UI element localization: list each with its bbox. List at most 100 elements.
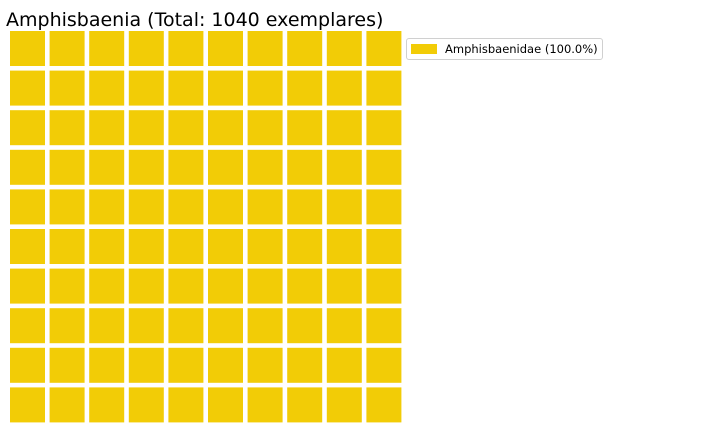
waffle-cell: [89, 308, 125, 344]
waffle-cell: [287, 387, 323, 423]
waffle-cell: [168, 149, 204, 185]
legend-swatch: [411, 44, 437, 54]
waffle-cell: [208, 189, 243, 225]
waffle-cell: [10, 110, 45, 146]
waffle-cell: [247, 70, 283, 106]
waffle-cell: [49, 149, 85, 185]
waffle-cell: [287, 308, 323, 344]
waffle-cell: [208, 347, 243, 383]
waffle-cell: [168, 229, 204, 264]
waffle-cell: [287, 347, 323, 383]
waffle-cell: [10, 347, 45, 383]
waffle-cell: [287, 149, 323, 185]
waffle-cell: [168, 110, 204, 146]
waffle-cell: [89, 31, 125, 66]
waffle-cell: [366, 347, 402, 383]
waffle-cell: [326, 149, 362, 185]
waffle-cell: [89, 347, 125, 383]
waffle-cell: [168, 308, 204, 344]
waffle-cell: [168, 70, 204, 106]
waffle-cell: [168, 387, 204, 423]
waffle-cell: [247, 268, 283, 304]
waffle-cell: [49, 110, 85, 146]
waffle-cell: [247, 387, 283, 423]
waffle-cell: [287, 189, 323, 225]
waffle-cell: [49, 189, 85, 225]
waffle-cell: [10, 387, 45, 423]
waffle-cell: [247, 31, 283, 66]
waffle-cell: [208, 31, 243, 66]
waffle-cell: [208, 308, 243, 344]
waffle-cell: [128, 31, 164, 66]
waffle-cell: [128, 70, 164, 106]
waffle-cell: [10, 189, 45, 225]
waffle-cell: [89, 189, 125, 225]
waffle-cell: [326, 229, 362, 264]
legend: Amphisbaenidae (100.0%): [406, 38, 603, 60]
waffle-cell: [208, 387, 243, 423]
waffle-cell: [366, 70, 402, 106]
waffle-cell: [326, 110, 362, 146]
waffle-cell: [247, 347, 283, 383]
chart-title: Amphisbaenia (Total: 1040 exemplares): [6, 9, 384, 31]
waffle-cell: [287, 31, 323, 66]
waffle-cell: [366, 189, 402, 225]
waffle-cell: [89, 110, 125, 146]
waffle-cell: [10, 70, 45, 106]
waffle-cell: [247, 110, 283, 146]
waffle-cell: [208, 70, 243, 106]
waffle-cell: [326, 308, 362, 344]
waffle-cell: [49, 31, 85, 66]
waffle-cell: [89, 229, 125, 264]
waffle-cell: [247, 308, 283, 344]
waffle-cell: [49, 229, 85, 264]
waffle-cell: [168, 347, 204, 383]
waffle-cell: [247, 149, 283, 185]
waffle-cell: [247, 189, 283, 225]
waffle-cell: [326, 387, 362, 423]
waffle-cell: [287, 268, 323, 304]
waffle-cell: [247, 229, 283, 264]
waffle-cell: [287, 70, 323, 106]
waffle-cell: [366, 268, 402, 304]
waffle-cell: [128, 110, 164, 146]
waffle-cell: [128, 229, 164, 264]
waffle-cell: [326, 31, 362, 66]
waffle-cell: [208, 149, 243, 185]
waffle-cell: [49, 347, 85, 383]
waffle-cell: [366, 110, 402, 146]
waffle-cell: [10, 149, 45, 185]
waffle-cell: [128, 149, 164, 185]
waffle-cell: [208, 268, 243, 304]
waffle-cell: [10, 31, 45, 66]
waffle-cell: [168, 31, 204, 66]
waffle-cell: [49, 387, 85, 423]
waffle-cell: [326, 189, 362, 225]
waffle-cell: [168, 189, 204, 225]
waffle-cell: [208, 229, 243, 264]
legend-label: Amphisbaenidae (100.0%): [445, 42, 598, 56]
waffle-cell: [366, 308, 402, 344]
waffle-cell: [89, 268, 125, 304]
waffle-cell: [49, 308, 85, 344]
waffle-cell: [366, 31, 402, 66]
waffle-cell: [326, 268, 362, 304]
waffle-cell: [128, 347, 164, 383]
waffle-cell: [10, 268, 45, 304]
waffle-cell: [128, 308, 164, 344]
waffle-cell: [366, 387, 402, 423]
waffle-cell: [89, 70, 125, 106]
waffle-cell: [128, 268, 164, 304]
waffle-cell: [49, 70, 85, 106]
waffle-cell: [168, 268, 204, 304]
waffle-cell: [128, 189, 164, 225]
waffle-cell: [366, 149, 402, 185]
waffle-cell: [287, 110, 323, 146]
waffle-cell: [10, 308, 45, 344]
waffle-cell: [208, 110, 243, 146]
waffle-cell: [49, 268, 85, 304]
waffle-cell: [326, 347, 362, 383]
waffle-cell: [128, 387, 164, 423]
waffle-cell: [89, 387, 125, 423]
